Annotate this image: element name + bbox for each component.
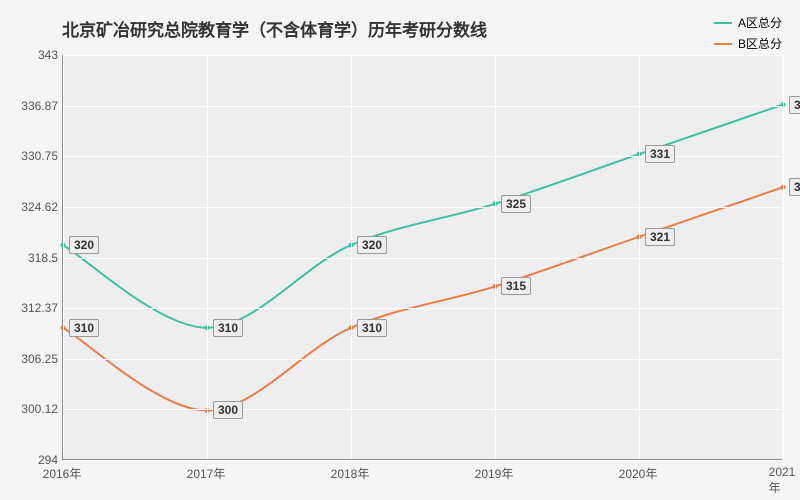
y-tick-label: 343	[38, 48, 58, 62]
y-tick-label: 318.5	[28, 251, 58, 265]
gridline-v	[783, 55, 784, 459]
y-tick-label: 330.75	[21, 149, 58, 163]
data-label: 325	[501, 195, 531, 213]
data-label: 327	[789, 178, 800, 196]
y-tick-label: 300.12	[21, 402, 58, 416]
data-label: 315	[501, 277, 531, 295]
gridline-h	[63, 409, 782, 410]
series-line	[63, 105, 783, 328]
data-label: 320	[69, 236, 99, 254]
legend-item-b: B区总分	[714, 35, 782, 52]
legend: A区总分 B区总分	[714, 14, 782, 56]
data-label: 310	[357, 319, 387, 337]
legend-item-a: A区总分	[714, 14, 782, 31]
chart-title: 北京矿冶研究总院教育学（不含体育学）历年考研分数线	[62, 16, 487, 41]
y-tick-label: 336.87	[21, 99, 58, 113]
x-tick-label: 2017年	[187, 465, 226, 482]
x-tick-label: 2016年	[43, 465, 82, 482]
gridline-v	[63, 55, 64, 459]
x-tick-label: 2019年	[475, 465, 514, 482]
x-tick-label: 2018年	[331, 465, 370, 482]
gridline-h	[63, 207, 782, 208]
plot-area: 320310320325331337310300310315321327	[62, 55, 782, 460]
gridline-v	[207, 55, 208, 459]
gridline-v	[351, 55, 352, 459]
gridline-h	[63, 460, 782, 461]
legend-swatch-a	[714, 22, 732, 24]
gridline-h	[63, 308, 782, 309]
data-label: 337	[789, 96, 800, 114]
legend-swatch-b	[714, 43, 732, 45]
data-label: 310	[213, 319, 243, 337]
gridline-v	[495, 55, 496, 459]
data-label: 300	[213, 401, 243, 419]
x-tick-label: 2020年	[619, 465, 658, 482]
gridline-h	[63, 55, 782, 56]
series-line	[63, 187, 783, 410]
gridline-h	[63, 258, 782, 259]
gridline-h	[63, 106, 782, 107]
x-tick-label: 2021年	[769, 465, 796, 496]
data-label: 331	[645, 145, 675, 163]
gridline-h	[63, 359, 782, 360]
data-label: 310	[69, 319, 99, 337]
legend-label-a: A区总分	[738, 14, 782, 31]
y-tick-label: 306.25	[21, 352, 58, 366]
data-label: 320	[357, 236, 387, 254]
data-label: 321	[645, 228, 675, 246]
gridline-v	[639, 55, 640, 459]
legend-label-b: B区总分	[738, 35, 782, 52]
y-tick-label: 324.62	[21, 200, 58, 214]
chart-container: 北京矿冶研究总院教育学（不含体育学）历年考研分数线 A区总分 B区总分 320 3…	[0, 0, 800, 500]
y-tick-label: 312.37	[21, 301, 58, 315]
